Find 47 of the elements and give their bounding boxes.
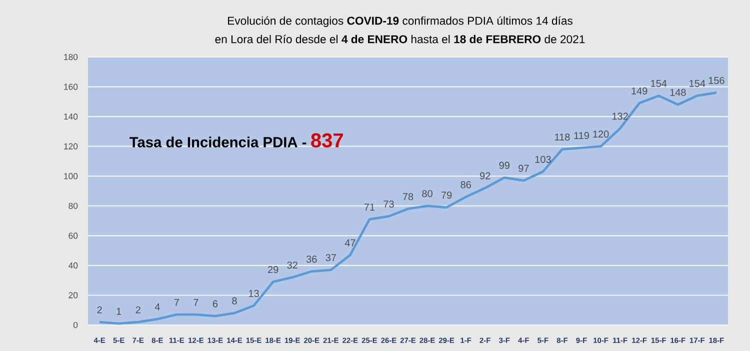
chart-title: Evolución de contagios COVID-19 confirmados PDIA últimos 14 días bbox=[228, 16, 572, 28]
data-label: 80 bbox=[422, 190, 432, 198]
data-label: 148 bbox=[670, 88, 686, 96]
data-label: 119 bbox=[574, 132, 589, 140]
data-label: 120 bbox=[593, 130, 609, 138]
data-label: 2 bbox=[97, 306, 102, 314]
data-label: 73 bbox=[384, 200, 394, 208]
annotation: 837 bbox=[311, 133, 343, 148]
data-label: 2 bbox=[136, 306, 140, 314]
data-label: 7 bbox=[174, 298, 179, 306]
data-label: 97 bbox=[518, 164, 529, 172]
data-label: 154 bbox=[651, 80, 667, 88]
data-label: 132 bbox=[612, 112, 628, 120]
data-label: 86 bbox=[460, 181, 471, 188]
data-label: 7 bbox=[194, 298, 198, 306]
data-label: 8 bbox=[232, 297, 237, 304]
y-tick-label: 140 bbox=[64, 114, 78, 120]
data-label: 37 bbox=[326, 254, 336, 262]
data-label: 36 bbox=[306, 256, 317, 263]
y-tick-label: 60 bbox=[68, 232, 78, 239]
data-label: 92 bbox=[480, 172, 490, 180]
data-label: 118 bbox=[555, 134, 570, 141]
data-label: 1 bbox=[116, 308, 122, 315]
data-label: 4 bbox=[154, 303, 160, 310]
y-tick-label: 40 bbox=[68, 262, 78, 269]
y-tick-label: 180 bbox=[64, 54, 78, 60]
data-label: 47 bbox=[344, 239, 356, 246]
data-label: 99 bbox=[499, 162, 510, 169]
data-label: 149 bbox=[632, 87, 648, 94]
data-label: 32 bbox=[287, 262, 298, 269]
data-label: 156 bbox=[708, 76, 724, 84]
data-label: 71 bbox=[364, 204, 375, 211]
annotation: Tasa de Incidencia PDIA - bbox=[130, 136, 306, 148]
y-tick-label: 160 bbox=[64, 84, 78, 90]
data-label: 29 bbox=[268, 266, 278, 274]
y-tick-label: 80 bbox=[68, 202, 78, 209]
y-tick-label: 20 bbox=[68, 292, 78, 298]
data-label: 79 bbox=[442, 192, 452, 199]
y-tick-label: 100 bbox=[64, 173, 78, 180]
data-label: 13 bbox=[248, 290, 259, 297]
data-label: 154 bbox=[690, 80, 706, 88]
y-tick-label: 0 bbox=[73, 322, 78, 328]
data-label: 103 bbox=[535, 156, 551, 163]
data-label: 78 bbox=[402, 193, 414, 200]
y-tick-label: 120 bbox=[64, 143, 78, 150]
chart-subtitle: en Lora del Río desde el 4 de ENERO hasta el 18 de FEBRERO de 2021 bbox=[215, 34, 585, 44]
data-label: 6 bbox=[212, 300, 218, 308]
